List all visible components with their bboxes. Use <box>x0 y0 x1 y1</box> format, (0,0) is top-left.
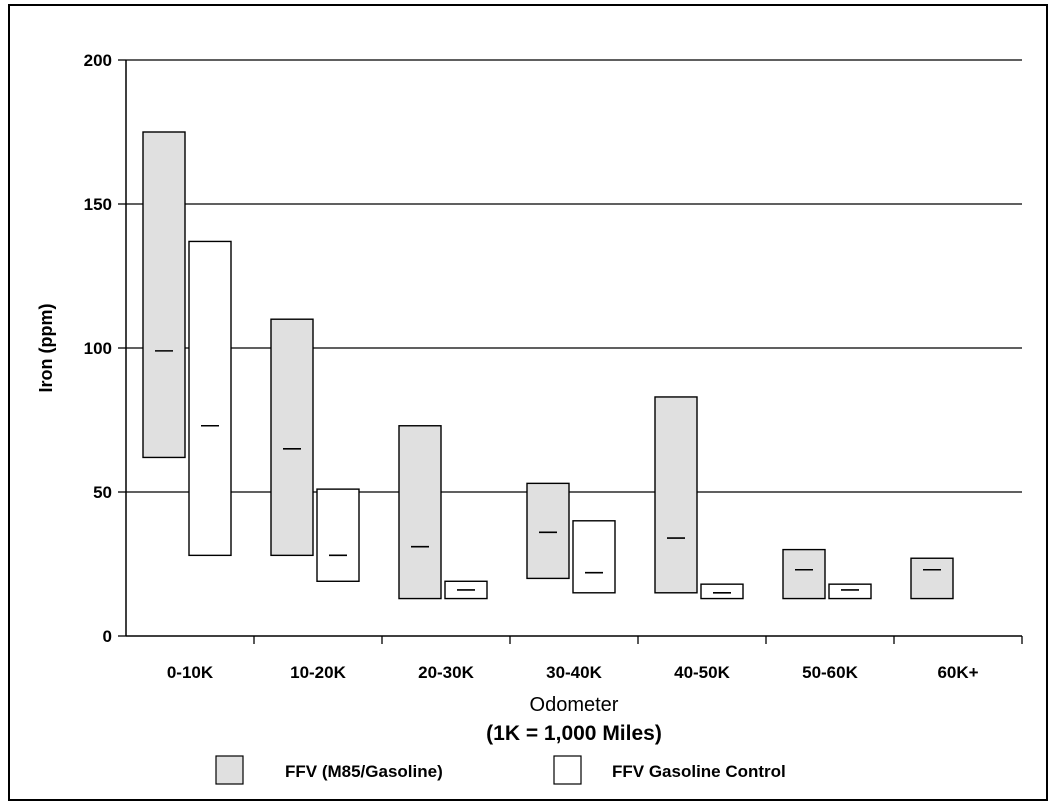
y-tick-label: 50 <box>93 483 112 502</box>
x-axis-label: Odometer <box>530 694 619 716</box>
box-0-60K+ <box>910 557 954 600</box>
x-tick-label: 0-10K <box>167 663 214 682</box>
box-1-40-50K <box>700 583 744 600</box>
x-tick-label: 10-20K <box>290 663 346 682</box>
y-tick-label: 0 <box>103 627 112 646</box>
chart-frame <box>8 4 1048 801</box>
box-series <box>142 131 954 600</box>
box-1-50-60K <box>828 583 872 600</box>
box-1-0-10K <box>188 240 232 557</box>
x-axis-sublabel: (1K = 1,000 Miles) <box>486 722 662 745</box>
legend-label-ffv-m85: FFV (M85/Gasoline) <box>285 762 443 781</box>
box-1-30-40K <box>572 520 616 594</box>
box-0-50-60K <box>782 548 826 600</box>
box-0-30-40K <box>526 482 570 580</box>
y-tick-label: 150 <box>84 195 112 214</box>
x-tick-label: 20-30K <box>418 663 474 682</box>
legend-label-ffv-gasoline: FFV Gasoline Control <box>612 762 786 781</box>
box-0-10-20K <box>270 318 314 557</box>
x-tick-label: 40-50K <box>674 663 730 682</box>
x-tick-label: 30-40K <box>546 663 602 682</box>
y-tick-label: 200 <box>84 51 112 70</box>
y-ticks: 0 50 100 150 200 <box>84 51 126 646</box>
box-0-0-10K <box>142 131 186 459</box>
gridlines <box>126 59 1022 493</box>
x-ticks: 0-10K 10-20K 20-30K 30-40K 40-50K 50-60K 60K+ <box>167 636 1023 682</box>
x-tick-label: 60K+ <box>937 663 978 682</box>
legend-swatch-ffv-m85 <box>215 755 244 785</box>
y-axis-label: Iron (ppm) <box>36 304 56 393</box>
box-0-40-50K <box>654 396 698 594</box>
y-tick-label: 100 <box>84 339 112 358</box>
legend: FFV (M85/Gasoline) FFV Gasoline Control <box>215 755 786 785</box>
x-tick-label: 50-60K <box>802 663 858 682</box>
legend-swatch-ffv-gasoline <box>553 755 582 785</box>
box-0-20-30K <box>398 425 442 600</box>
box-1-10-20K <box>316 488 360 582</box>
